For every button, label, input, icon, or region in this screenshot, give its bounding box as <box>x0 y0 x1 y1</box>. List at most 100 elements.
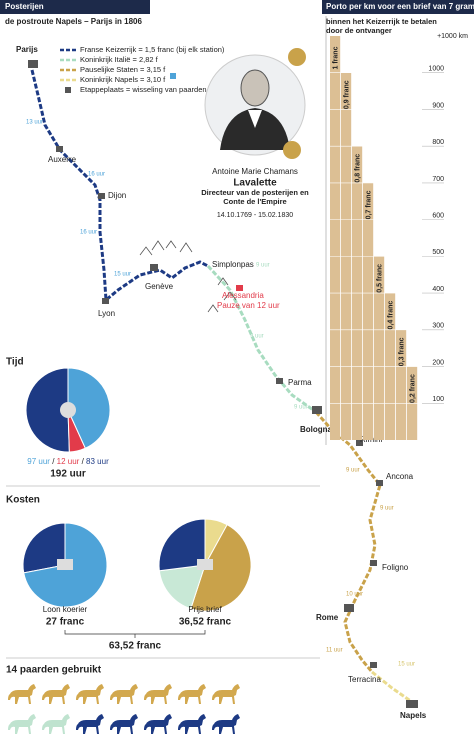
porto-subtitle: binnen het Keizerrijk te betalen door de… <box>326 17 437 35</box>
portrait-surname: Lavalette <box>233 178 277 189</box>
y-tick-label: 200 <box>432 359 444 366</box>
city: Foligno <box>382 563 409 572</box>
legend-entry: Pauselijke Staten = 3,15 f <box>80 65 166 74</box>
city: Simplonpas <box>212 260 254 269</box>
bar <box>374 256 385 440</box>
route <box>30 69 413 704</box>
time-label: 12 uur <box>57 457 80 466</box>
y-tick-label: 900 <box>432 102 444 109</box>
city: Terracina <box>348 675 381 684</box>
time-label: 97 uur <box>27 457 50 466</box>
legend-entry: Etappeplaats = wisseling van paarden <box>80 85 207 94</box>
hours: 13 uur <box>26 120 43 126</box>
bar-label: 0,3 franc <box>398 337 405 366</box>
pie-slice <box>190 524 252 612</box>
separator: / <box>82 457 85 466</box>
bar <box>396 329 407 440</box>
cost-label: Loon koerier <box>43 605 88 614</box>
y-tick-label: 800 <box>432 139 444 146</box>
hours: 10 uur <box>346 592 363 598</box>
hours: 9 uur <box>346 468 360 474</box>
city: Dijon <box>108 191 126 200</box>
time-pie <box>25 367 111 453</box>
portrait-dates: 14.10.1769 - 15.02.1830 <box>217 212 293 219</box>
time-label: 83 uur <box>86 457 109 466</box>
y-tick-label: 600 <box>432 212 444 219</box>
city: Lyon <box>98 309 115 318</box>
hours: 16 uur <box>88 172 105 178</box>
y-tick-label: 1000 <box>428 66 444 73</box>
bar-label: 1 franc <box>332 46 339 69</box>
hours: 9 uur <box>380 506 394 512</box>
bar-label: 0,8 franc <box>354 154 361 183</box>
time-total: 192 uur <box>50 469 86 480</box>
y-tick-label: 300 <box>432 323 444 330</box>
time-title: Tijd <box>6 357 24 368</box>
city: Genève <box>145 282 174 291</box>
hours: 16 uur <box>80 230 97 236</box>
city: Parma <box>288 378 312 387</box>
bar-label: 0,2 franc <box>409 374 416 403</box>
legend: Franse Keizerrijk = 1,5 franc (bij elk s… <box>80 45 230 95</box>
hours: 15 uur <box>398 662 415 668</box>
porto-chart: 1 franc 0,9 franc 0,8 franc 0,7 franc 0,5 fr… <box>330 33 468 441</box>
pie-icon <box>197 559 213 570</box>
porto-title: Porto per km voor een brief van 7 gram <box>326 2 474 11</box>
pie-slice <box>22 522 66 574</box>
city: Parijs <box>16 45 38 54</box>
hours: 15 uur <box>114 272 131 278</box>
header-bar <box>0 0 150 14</box>
pie-slice <box>158 518 206 572</box>
porto-bar <box>322 0 474 14</box>
header-title: Posterijen <box>5 2 44 11</box>
cost-label: Prijs brief <box>188 605 222 614</box>
pie-slice <box>67 367 111 449</box>
portrait-name: Antoine Marie Chamans <box>212 167 298 176</box>
top-label: +1000 km <box>437 33 468 40</box>
mountains <box>139 240 237 313</box>
city: Rome <box>316 613 339 622</box>
city: Ancona <box>386 472 414 481</box>
cost-sum: 63,52 franc <box>109 641 162 652</box>
bar-label: 0,9 franc <box>343 80 350 109</box>
legend-entry: Koninkrijk Italië = 2,82 f <box>80 55 158 64</box>
portrait <box>204 48 306 159</box>
horses-title: 14 paarden gebruikt <box>6 665 102 676</box>
legend-swatches <box>60 48 176 93</box>
bar-label: 0,5 franc <box>376 264 383 293</box>
city: Auxerre <box>48 155 77 164</box>
separator: / <box>52 457 55 466</box>
time-labels: 97 uur / 12 uur / 83 uur <box>27 457 109 466</box>
pie-icon <box>60 402 76 418</box>
hours: 11 uur <box>326 648 343 654</box>
y-tick-label: 400 <box>432 286 444 293</box>
y-tick-label: 500 <box>432 249 444 256</box>
y-tick-label: 700 <box>432 176 444 183</box>
cost-total: 36,52 franc <box>179 617 232 628</box>
stations <box>28 60 418 708</box>
pie-icon <box>57 559 73 570</box>
city: Alessandria <box>222 291 264 300</box>
bar <box>330 36 341 440</box>
city: Napels <box>400 711 427 720</box>
legend-entry: Franse Keizerrijk = 1,5 franc (bij elk s… <box>80 45 225 54</box>
city: Bologna <box>300 425 333 434</box>
portrait-role: Directeur van de posterijen en Conte de … <box>201 188 309 206</box>
legend-entry: Koninkrijk Napels = 3,10 f <box>80 75 166 84</box>
cost-pies <box>22 518 252 612</box>
y-tick-label: 100 <box>432 396 444 403</box>
horses <box>8 684 240 734</box>
bar-label: 0,4 franc <box>387 301 394 330</box>
hours: 9 uur <box>256 263 270 269</box>
sum-bracket <box>64 630 206 638</box>
hours: 9 uur <box>250 334 264 340</box>
header-subtitle: de postroute Napels – Parijs in 1806 <box>5 17 142 26</box>
bar <box>363 182 374 440</box>
pie-slice <box>25 367 70 453</box>
pie-slice <box>158 564 206 610</box>
costs-title: Kosten <box>6 495 40 506</box>
bar-label: 0,7 franc <box>365 190 372 219</box>
cost-total: 27 franc <box>46 617 85 628</box>
